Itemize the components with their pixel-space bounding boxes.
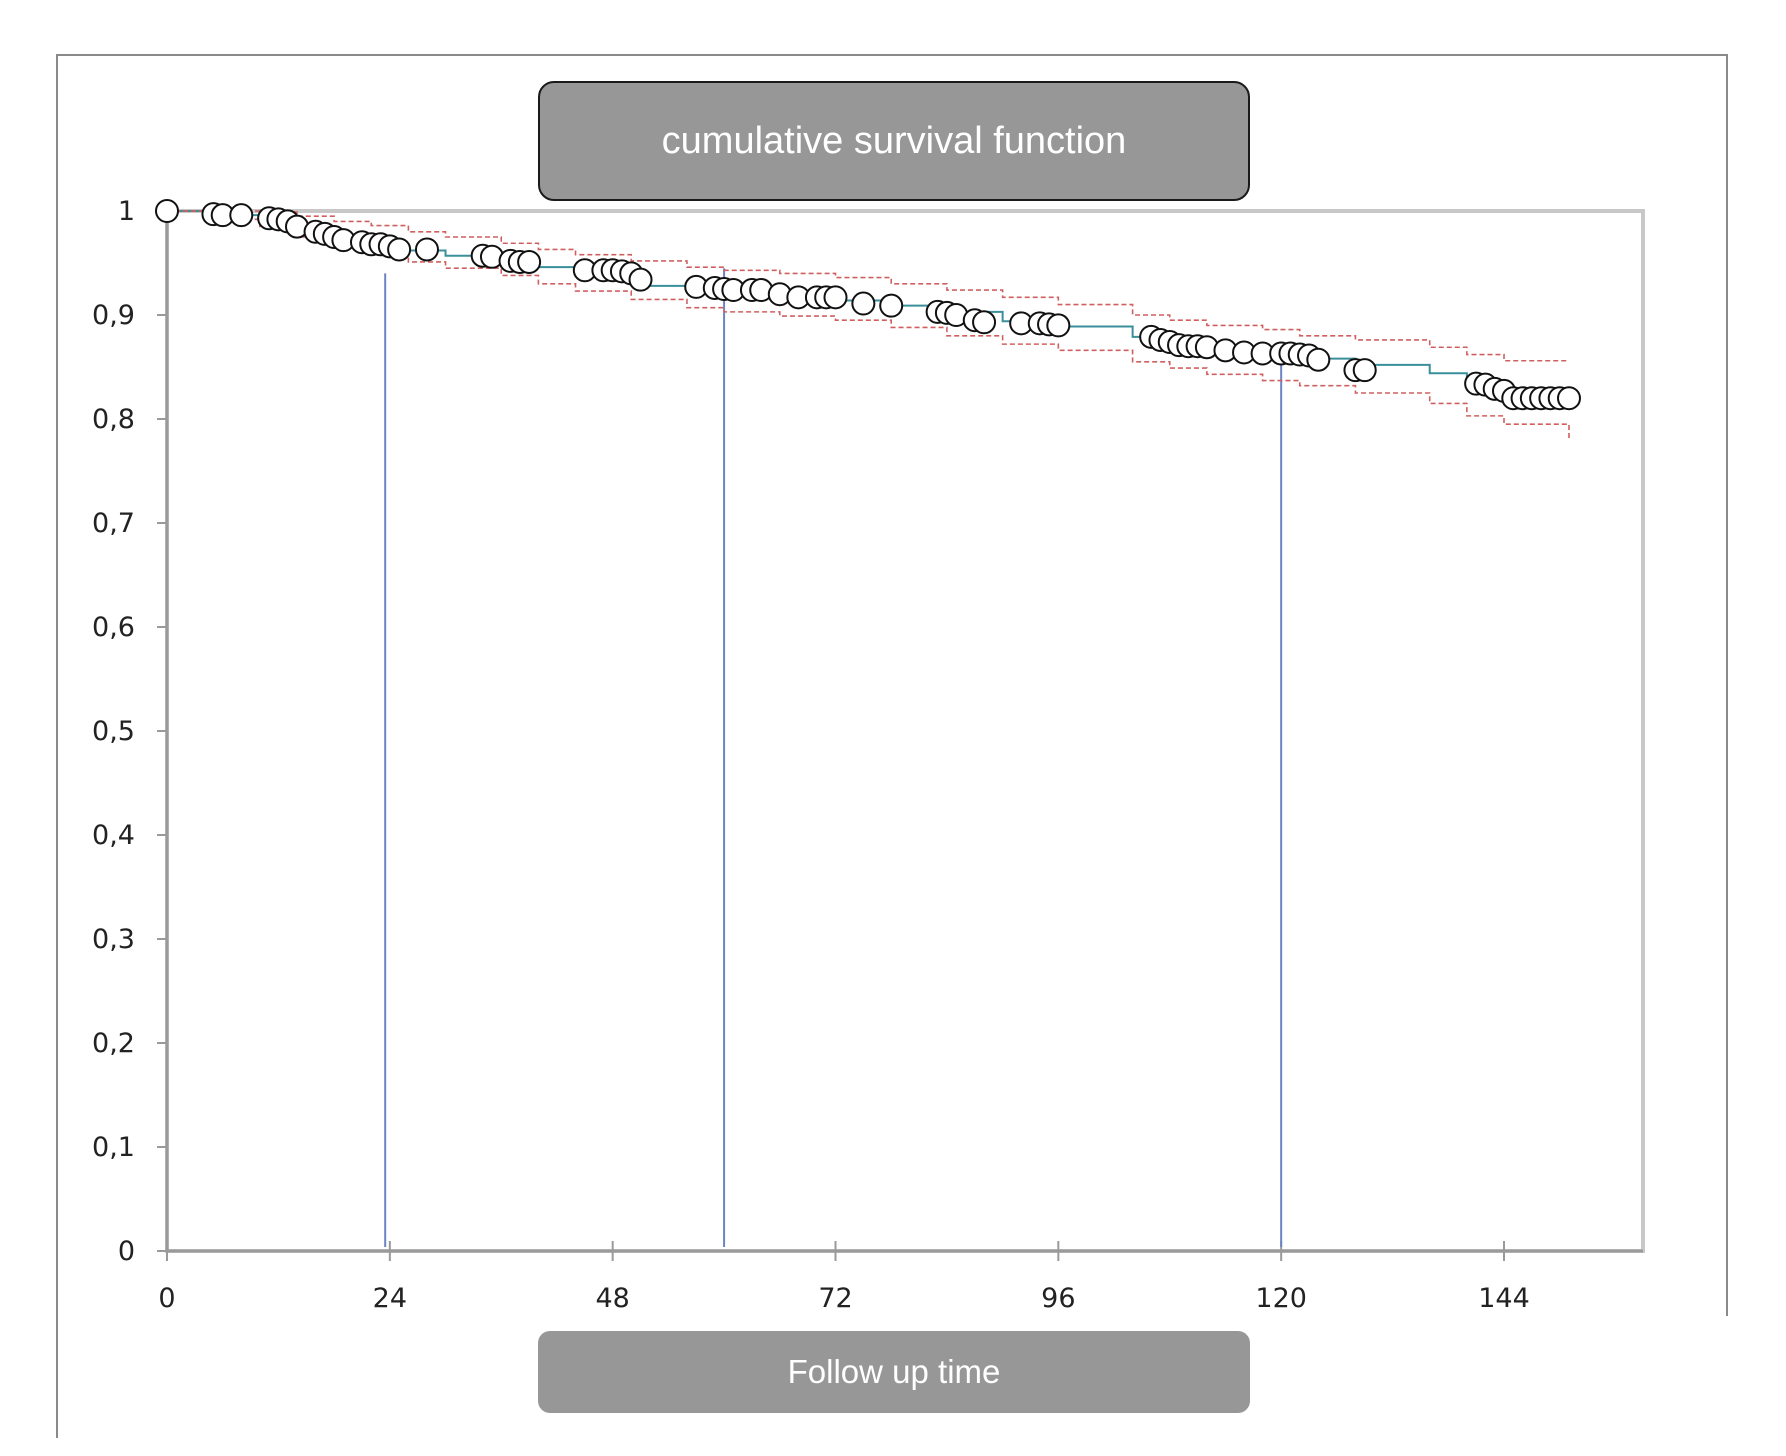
x-tick-label: 24 <box>373 1283 407 1314</box>
y-tick-label: 0,8 <box>92 404 135 435</box>
figure-frame <box>56 54 1728 1438</box>
chart-title: cumulative survival function <box>661 119 1127 162</box>
censor-marker <box>229 203 254 228</box>
x-tick-label: 0 <box>158 1283 175 1314</box>
censor-marker <box>851 291 876 316</box>
censor-marker <box>823 285 848 310</box>
y-tick-label: 0,3 <box>92 924 135 955</box>
y-tick-label: 0,9 <box>92 300 135 331</box>
censor-marker <box>1556 386 1581 411</box>
y-tick-label: 0,7 <box>92 508 135 539</box>
censor-marker <box>879 293 904 318</box>
censor-marker <box>628 267 653 292</box>
y-tick-label: 0,6 <box>92 612 135 643</box>
censor-marker <box>1046 313 1071 338</box>
y-tick-label: 0,1 <box>92 1132 135 1163</box>
censor-marker <box>387 237 412 262</box>
x-tick-label: 48 <box>595 1283 629 1314</box>
reference-lines <box>384 268 1283 1247</box>
y-tick-label: 1 <box>118 196 135 227</box>
x-tick-label: 120 <box>1255 1283 1307 1314</box>
x-tick-label: 144 <box>1478 1283 1530 1314</box>
y-tick-label: 0,5 <box>92 716 135 747</box>
y-tick-label: 0,2 <box>92 1028 135 1059</box>
upper-ci-curve <box>167 210 1569 362</box>
censor-marker <box>1352 358 1377 383</box>
frame-gap <box>1722 1316 1736 1456</box>
censor-marker <box>517 249 542 274</box>
y-tick-label: 0,4 <box>92 820 135 851</box>
censor-marker <box>414 237 439 262</box>
x-axis-label: Follow up time <box>787 1353 1001 1390</box>
censor-marker <box>972 310 997 335</box>
x-axis-label-box: Follow up time <box>538 1331 1250 1413</box>
plot-area <box>165 209 1645 1253</box>
chart-title-box: cumulative survival function <box>538 81 1250 201</box>
y-tick-label: 0 <box>118 1236 135 1267</box>
censor-markers <box>155 199 1581 411</box>
axes-group <box>157 210 1643 1261</box>
censor-marker <box>155 199 179 223</box>
tick-labels: 0 0,1 0,2 0,3 0,4 0,5 0,6 0,7 0,8 0,9 1 0 24 48 72 96 12… <box>92 196 1530 1314</box>
censor-marker <box>1306 347 1331 372</box>
x-tick-label: 72 <box>818 1283 852 1314</box>
x-tick-label: 96 <box>1041 1283 1075 1314</box>
